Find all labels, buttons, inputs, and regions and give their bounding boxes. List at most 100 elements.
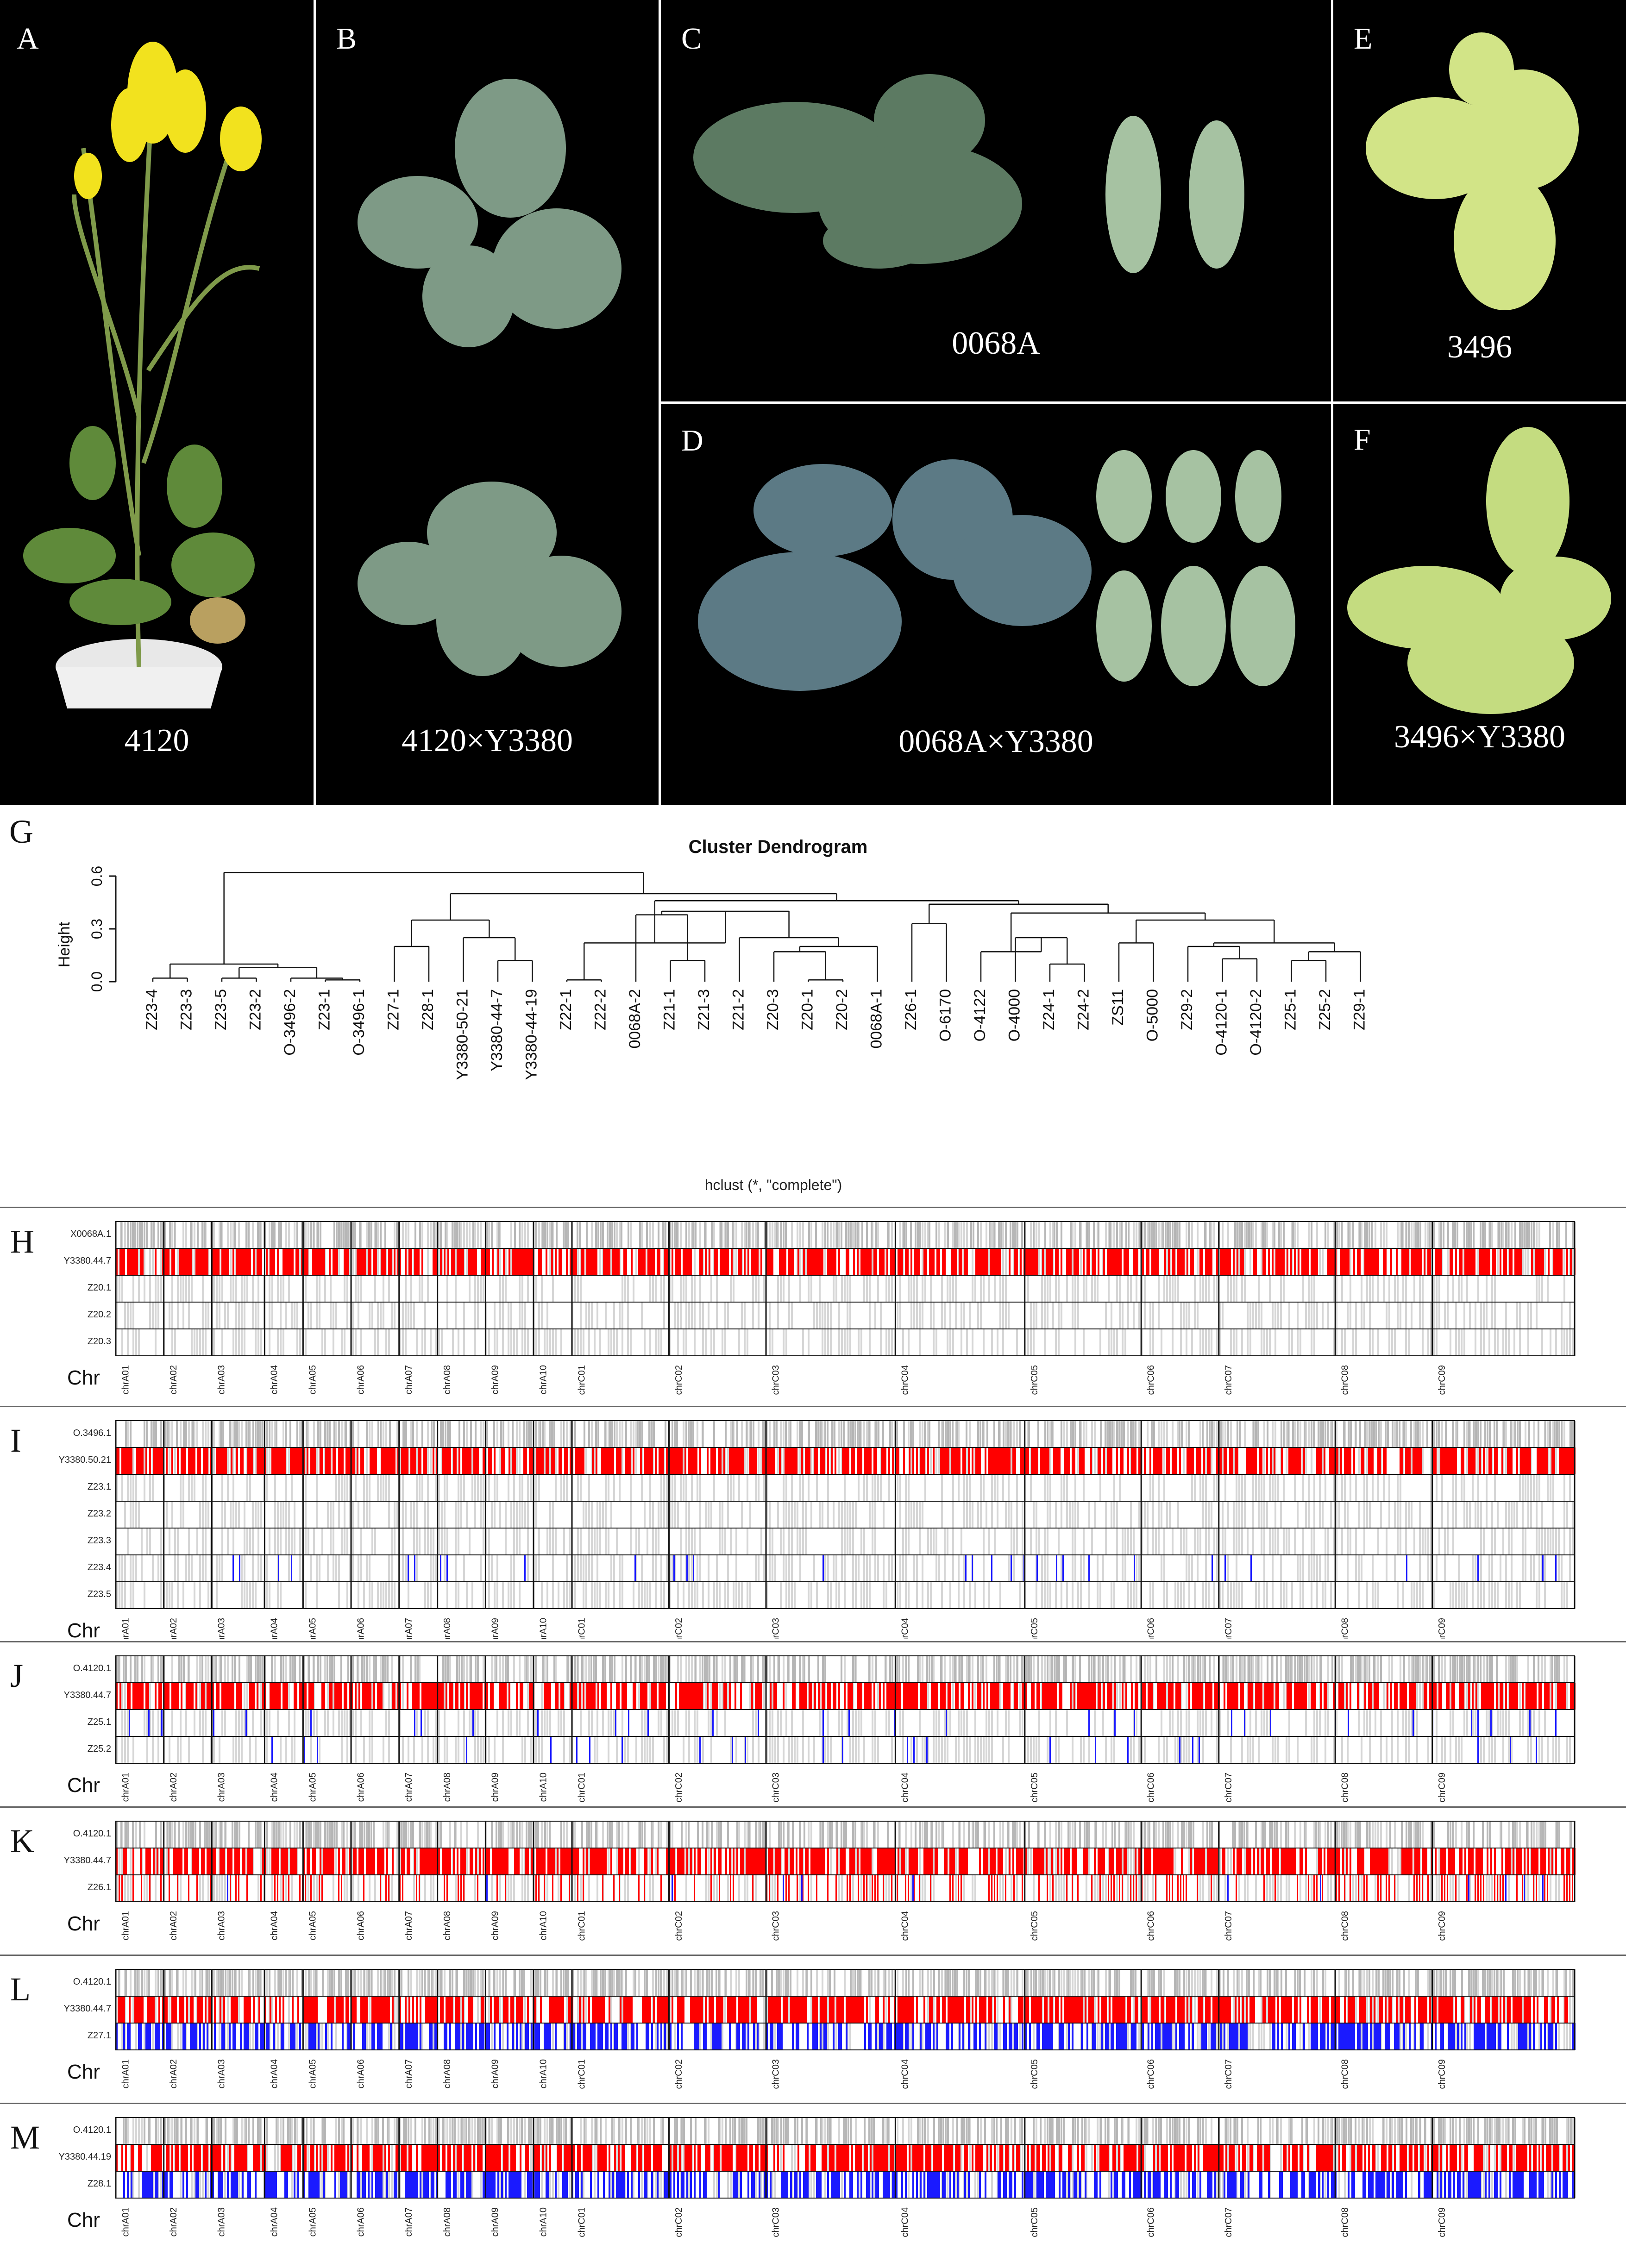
plant-4120xY3380-illustration	[358, 79, 622, 676]
chr-label-chrc08: chrC08	[1340, 2207, 1350, 2237]
chr-label-chrc04: chrC04	[900, 1911, 910, 1941]
panel-letter-d: D	[681, 424, 703, 457]
row-label: Y3380.44.7	[63, 1855, 111, 1866]
chr-label-chrc08: chrC08	[1340, 1618, 1350, 1639]
chr-label-chra04: chrA04	[270, 1618, 280, 1639]
leaf-label-z24-1: Z24-1	[1040, 989, 1058, 1030]
row-label: Y3380.44.7	[63, 1690, 111, 1700]
leaf-label-o-3496-1: O-3496-1	[350, 989, 368, 1056]
chr-label-chrc05: chrC05	[1030, 1365, 1040, 1395]
panel-separator	[0, 1641, 1626, 1642]
dendrogram-tree	[152, 872, 1361, 982]
chr-label-chra05: chrA05	[308, 1911, 318, 1940]
chr-label-chra10: chrA10	[538, 1911, 548, 1940]
panel-separator	[0, 1806, 1626, 1808]
leaf-label-y3380-44-19: Y3380-44-19	[522, 989, 540, 1080]
photo-panel-f: F 3496×Y3380	[1333, 404, 1626, 805]
chr-label-chra07: chrA07	[404, 1365, 414, 1394]
plant-4120-illustration	[23, 42, 262, 708]
chr-label-chrc02: chrC02	[674, 1773, 684, 1802]
chr-label-chrc03: chrC03	[771, 1618, 781, 1639]
chr-label-chrc01: chrC01	[577, 1773, 587, 1802]
chr-label-chra05: chrA05	[308, 1365, 318, 1394]
chr-label-chra04: chrA04	[270, 2059, 280, 2088]
leaf-label-zs11: ZS11	[1109, 989, 1127, 1026]
row-label: Z28.1	[87, 2179, 111, 2189]
chr-label-chra01: chrA01	[120, 1773, 131, 1802]
panel-letter-a: A	[17, 22, 39, 56]
genotype-plot-l: chrA01 chrA02 chrA03 chrA04 chrA05 chrA06 chrA…	[67, 1969, 1576, 2089]
chr-label-chrc01: chrC01	[577, 2207, 587, 2237]
chr-label-chra02: chrA02	[169, 2059, 179, 2088]
genotype-row-2	[115, 1275, 1575, 1303]
chr-label-chrc03: chrC03	[771, 2059, 781, 2089]
chr-label-chra10: chrA10	[538, 1618, 548, 1639]
chr-label-chra03: chrA03	[217, 1773, 227, 1802]
panel-letter-g: G	[9, 813, 33, 850]
chr-label-chra03: chrA03	[217, 2207, 227, 2237]
panel-letter-c: C	[681, 22, 702, 56]
genotype-row-3	[115, 1302, 1575, 1329]
panel-caption-c: 0068A	[952, 326, 1040, 361]
genotype-row-0	[115, 1221, 1575, 1249]
chr-label-chrc09: chrC09	[1437, 2059, 1447, 2089]
chr-label-chra01: chrA01	[120, 1365, 131, 1394]
row-label: Z23.2	[87, 1509, 111, 1519]
chr-label-chrc02: chrC02	[674, 1911, 684, 1941]
chr-label-chrc04: chrC04	[900, 1773, 910, 1802]
chr-label-chra06: chrA06	[356, 1618, 366, 1639]
chr-label-chrc05: chrC05	[1030, 1773, 1040, 1802]
panel-caption-e: 3496	[1447, 329, 1512, 365]
chr-axis-label: Chr	[67, 1366, 100, 1389]
genotype-row-1	[115, 1447, 1576, 1475]
chr-label-chra08: chrA08	[442, 1365, 452, 1394]
photo-panel-e: E 3496	[1333, 0, 1626, 401]
genotype-row-0	[115, 1655, 1575, 1683]
row-label: O.3496.1	[73, 1428, 111, 1438]
row-label: Z23.1	[87, 1482, 111, 1492]
chr-label-chra01: chrA01	[120, 1618, 131, 1639]
leaf-label-z20-1: Z20-1	[798, 989, 816, 1030]
genotype-plot-k: chrA01 chrA02 chrA03 chrA04 chrA05 chrA06 chrA…	[67, 1821, 1576, 1941]
panel-caption-b: 4120×Y3380	[401, 723, 573, 758]
chr-label-chra04: chrA04	[270, 1773, 280, 1802]
leaf-label-y3380-50-21: Y3380-50-21	[453, 989, 471, 1080]
chr-label-chrc08: chrC08	[1340, 1365, 1350, 1395]
chr-label-chra09: chrA09	[490, 2207, 501, 2237]
chr-label-chra01: chrA01	[120, 2207, 131, 2237]
panel-letter-j: J	[10, 1657, 24, 1694]
leaf-label-0068a-2: 0068A-2	[626, 989, 644, 1049]
dendrogram-title: Cluster Dendrogram	[689, 837, 868, 857]
leaf-label-z25-1: Z25-1	[1281, 989, 1299, 1030]
dendrogram-leaf-labels: Z23-4 Z23-3 Z23-5 Z23-2 O-3496-2 Z23-1 O-3496-…	[143, 989, 1369, 1080]
genotype-row-1	[115, 1682, 1576, 1710]
chr-label-chra07: chrA07	[404, 1618, 414, 1639]
genotype-row-2	[115, 2023, 1576, 2050]
row-label: Z23.4	[87, 1562, 111, 1573]
chr-label-chra07: chrA07	[404, 1773, 414, 1802]
chr-label-chrc07: chrC07	[1224, 1618, 1234, 1639]
photo-panel-b: B 4120×Y3380	[316, 0, 659, 805]
genotype-plot-i: chrA01 chrA02 chrA03 chrA04 chrA05 chrA06 chrA…	[67, 1420, 1576, 1639]
leaf-label-z25-2: Z25-2	[1316, 989, 1334, 1030]
chr-label-chra09: chrA09	[490, 2059, 501, 2088]
chr-label-chrc04: chrC04	[900, 2059, 910, 2089]
chr-label-chrc02: chrC02	[674, 2059, 684, 2089]
chr-label-chra06: chrA06	[356, 2059, 366, 2088]
chr-label-chrc06: chrC06	[1146, 2207, 1156, 2237]
row-label: Z20.1	[87, 1283, 111, 1293]
chr-label-chra02: chrA02	[169, 1911, 179, 1940]
leaf-label-o-6170: O-6170	[936, 989, 954, 1041]
panel-letter-m: M	[10, 2119, 40, 2156]
chr-label-chra09: chrA09	[490, 1911, 501, 1940]
row-label: Y3380.44.7	[63, 2004, 111, 2014]
panel-letter-i: I	[10, 1422, 21, 1459]
leaf-label-z21-1: Z21-1	[660, 989, 678, 1030]
chr-label-chrc03: chrC03	[771, 1773, 781, 1802]
chr-label-chrc03: chrC03	[771, 2207, 781, 2237]
row-label: O.4120.1	[73, 1663, 111, 1673]
row-label: Z20.2	[87, 1309, 111, 1320]
leaf-label-o-4120-1: O-4120-1	[1212, 989, 1230, 1056]
chr-label-chrc06: chrC06	[1146, 1773, 1156, 1802]
